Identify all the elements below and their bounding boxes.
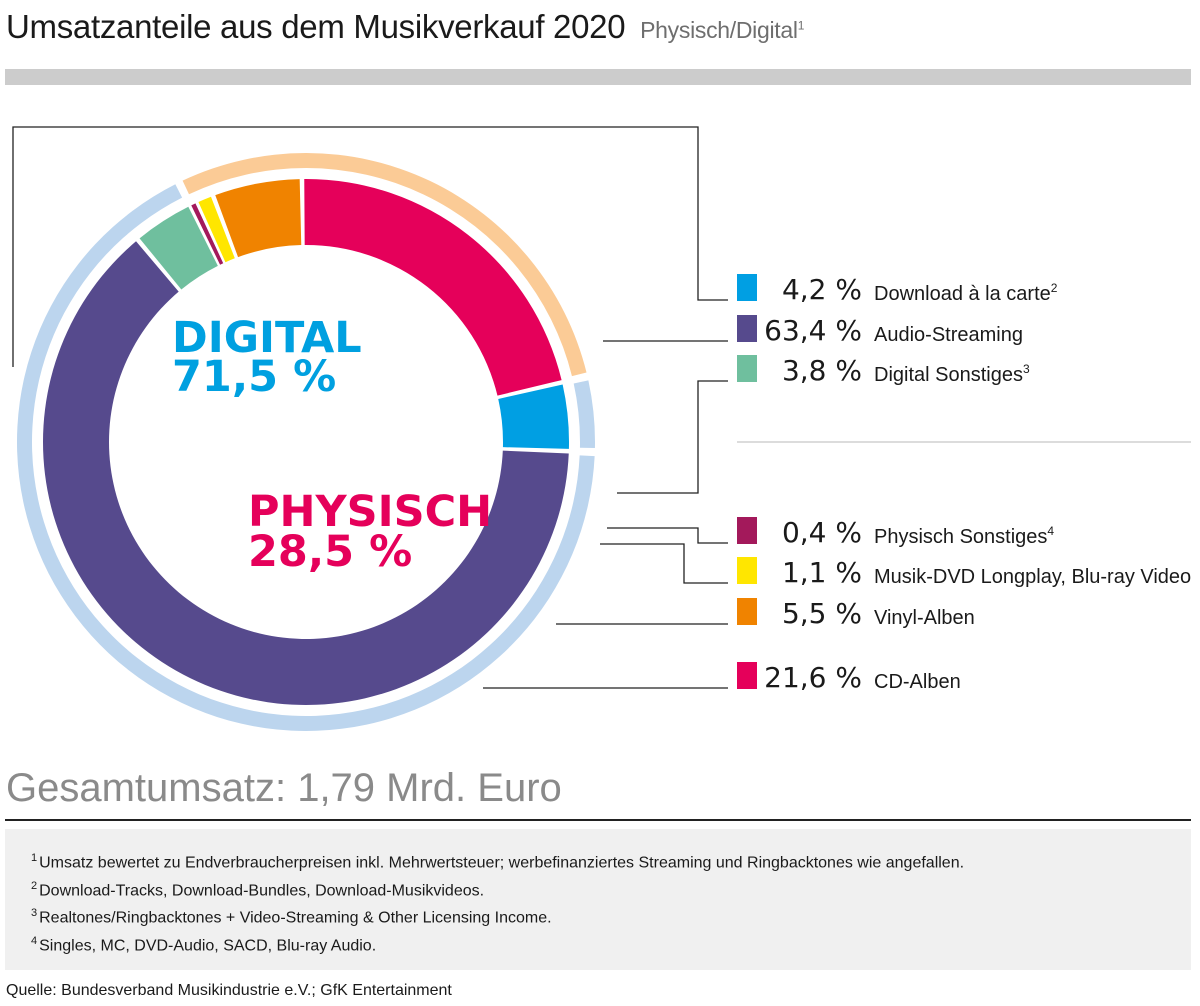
label-physisch-value: 28,5 %	[248, 527, 412, 577]
footnote-2-text: Download-Tracks, Download-Bundles, Downl…	[39, 881, 485, 899]
legend-label-download-la-carte: Download à la carte2	[874, 281, 1058, 305]
group-outer-rings	[17, 153, 596, 732]
chart-title: Umsatzanteile aus dem Musikverkauf 2020 …	[6, 8, 804, 46]
leader-line-physisch-sonstiges	[607, 527, 728, 544]
slice-cd-alben	[304, 179, 562, 396]
legend-swatch-digital-sonstiges	[737, 355, 757, 382]
legend-swatch-cd-alben	[737, 662, 757, 689]
slice-download-la-carte	[498, 384, 569, 449]
subtitle-text: Physisch/Digital	[640, 17, 798, 43]
title-main: Umsatzanteile aus dem Musikverkauf 2020	[6, 8, 626, 45]
donut-chart: DIGITAL 71,5 % PHYSISCH 28,5 % 4,2 % Down…	[12, 126, 1191, 732]
legend-value-musik-dvd-longplay-blu-ray-video: 1,1 %	[782, 556, 862, 589]
slice-musik-dvd-longplay-blu-ray-video	[198, 196, 235, 263]
legend-swatch-download-la-carte	[737, 274, 757, 301]
slice-digital-sonstiges	[139, 206, 218, 290]
leader-line-dvd	[600, 543, 728, 584]
footnote-1: 1 Umsatz bewertet zu Endverbraucherpreise…	[31, 849, 1191, 877]
label-digital-name: DIGITAL	[172, 313, 362, 363]
legend: 4,2 % Download à la carte2 63,4 % Audio-Str…	[737, 273, 1191, 694]
legend-value-physisch-sonstiges: 0,4 %	[782, 516, 862, 549]
leader-lines	[12, 126, 728, 689]
legend-swatch-vinyl-alben	[737, 598, 757, 625]
footnote-3-sup: 3	[31, 907, 38, 919]
outer-ring-digital-1	[573, 380, 596, 449]
subtitle-sup: 1	[797, 18, 805, 33]
legend-swatch-physisch-sonstiges	[737, 517, 757, 544]
outer-ring-physisch	[182, 153, 587, 377]
footnote-2: 2 Download-Tracks, Download-Bundles, Down…	[31, 877, 1191, 905]
footnote-4-sup: 4	[31, 934, 38, 947]
legend-value-download-la-carte: 4,2 %	[782, 273, 862, 306]
footnotes-box: 1 Umsatz bewertet zu Endverbraucherpreise…	[5, 829, 1191, 970]
legend-sup-digital-sonstiges: 3	[1023, 362, 1030, 376]
donut-slices	[43, 179, 569, 705]
legend-swatch-audio-streaming	[737, 315, 757, 342]
leader-line-download	[12, 126, 728, 367]
slice-physisch-sonstiges	[191, 203, 224, 265]
leader-line-digital-sonstiges	[617, 380, 728, 494]
title-divider-bar	[5, 69, 1191, 85]
legend-value-cd-alben: 21,6 %	[764, 661, 862, 694]
legend-label-musik-dvd-longplay-blu-ray-video: Musik-DVD Longplay, Blu-ray Video	[874, 566, 1191, 588]
legend-value-vinyl-alben: 5,5 %	[782, 597, 862, 630]
footnote-1-text: Umsatz bewertet zu Endverbraucherpreisen…	[39, 854, 965, 872]
source-note: Quelle: Bundesverband Musikindustrie e.V…	[6, 982, 452, 999]
label-physisch-name: PHYSISCH	[248, 487, 492, 537]
legend-sup-download-la-carte: 2	[1051, 281, 1058, 295]
total-divider	[5, 819, 1191, 821]
footnote-4: 4 Singles, MC, DVD-Audio, SACD, Blu-ray A…	[31, 932, 1191, 960]
legend-label-physisch-sonstiges: Physisch Sonstiges4	[874, 524, 1054, 548]
legend-label-vinyl-alben: Vinyl-Alben	[874, 607, 975, 629]
footnote-3-text: Realtones/Ringbacktones + Video-Streamin…	[39, 909, 552, 927]
footnote-2-sup: 2	[31, 879, 38, 892]
total-revenue: Gesamtumsatz: 1,79 Mrd. Euro	[6, 766, 562, 810]
footnote-4-text: Singles, MC, DVD-Audio, SACD, Blu-ray Au…	[39, 936, 377, 954]
legend-label-cd-alben: CD-Alben	[874, 671, 961, 693]
legend-label-audio-streaming: Audio-Streaming	[874, 324, 1023, 346]
label-digital-value: 71,5 %	[172, 352, 336, 402]
slice-vinyl-alben	[215, 179, 302, 258]
footnote-3: 3 Realtones/Ringbacktones + Video-Streami…	[31, 904, 1191, 932]
legend-sup-physisch-sonstiges: 4	[1047, 524, 1054, 538]
title-subtitle: Physisch/Digital1	[640, 17, 804, 43]
legend-value-audio-streaming: 63,4 %	[764, 314, 862, 347]
footnote-1-sup: 1	[31, 852, 38, 864]
slice-audio-streaming	[43, 241, 569, 705]
legend-label-digital-sonstiges: Digital Sonstiges3	[874, 362, 1030, 386]
legend-value-digital-sonstiges: 3,8 %	[782, 354, 862, 387]
legend-swatch-musik-dvd-longplay-blu-ray-video	[737, 557, 757, 584]
